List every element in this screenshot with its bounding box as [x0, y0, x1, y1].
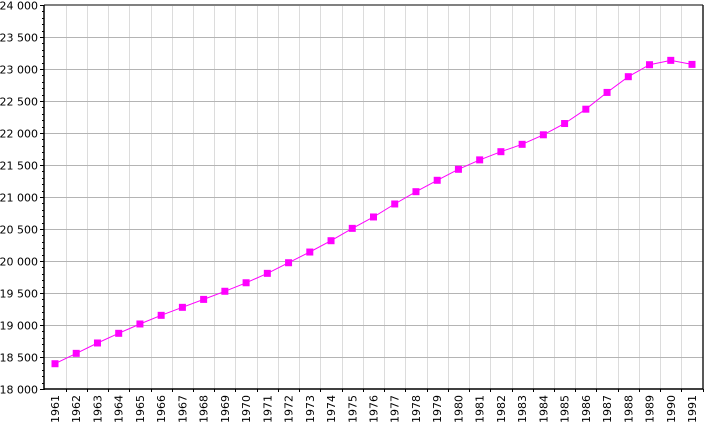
data-point-marker: [263, 269, 271, 277]
x-tick-label: 1991: [686, 395, 699, 423]
x-tick-label: 1962: [70, 395, 83, 423]
x-tick-label: 1964: [113, 395, 126, 423]
data-point-marker: [93, 339, 101, 347]
data-point-marker: [624, 73, 632, 81]
x-tick-label: 1986: [580, 395, 593, 423]
data-point-marker: [582, 105, 590, 113]
y-tick-label: 20 000: [0, 256, 38, 269]
y-tick-label: 20 500: [0, 224, 38, 237]
y-tick-label: 21 500: [0, 160, 38, 173]
y-tick-label: 23 000: [0, 64, 38, 77]
data-point-marker: [200, 295, 208, 303]
x-tick-label: 1982: [495, 395, 508, 423]
data-point-marker: [518, 140, 526, 148]
data-point-marker: [561, 120, 569, 128]
x-tick-label: 1966: [155, 395, 168, 423]
x-tick-label: 1973: [304, 395, 317, 423]
data-point-marker: [136, 320, 144, 328]
data-point-marker: [603, 88, 611, 96]
y-tick-label: 22 500: [0, 96, 38, 109]
x-tick-label: 1990: [665, 395, 678, 423]
data-point-marker: [433, 176, 441, 184]
x-tick-label: 1972: [283, 395, 296, 423]
y-axis-tick-labels: 18 000 18 500 19 000 19 500 20 000 20 500 21 0…: [0, 0, 38, 397]
data-point-marker: [412, 188, 420, 196]
x-tick-label: 1988: [622, 395, 635, 423]
y-tick-label: 22 000: [0, 128, 38, 141]
x-axis-tick-labels: 1961 1962 1963 1964 1965 1966 1967 1968 1969 1970…: [49, 395, 699, 423]
x-tick-label: 1963: [91, 395, 104, 423]
x-tick-label: 1979: [431, 395, 444, 423]
y-tick-label: 18 000: [0, 384, 38, 397]
y-tick-label: 19 500: [0, 288, 38, 301]
data-point-marker: [688, 60, 696, 68]
data-point-marker: [115, 329, 123, 337]
x-tick-label: 1971: [261, 395, 274, 423]
horizontal-gridlines: [44, 37, 703, 358]
x-tick-label: 1978: [410, 395, 423, 423]
data-point-marker: [497, 148, 505, 156]
y-tick-label: 23 500: [0, 32, 38, 45]
data-point-marker: [221, 287, 229, 295]
data-point-marker: [667, 56, 675, 64]
data-point-marker: [391, 200, 399, 208]
y-tick-label: 18 500: [0, 352, 38, 365]
data-point-marker: [72, 349, 80, 357]
y-tick-label: 24 000: [0, 0, 38, 13]
data-point-marker: [306, 248, 314, 256]
x-tick-label: 1970: [240, 395, 253, 423]
data-point-marker: [157, 311, 165, 319]
x-tick-label: 1969: [219, 395, 232, 423]
data-point-marker: [454, 165, 462, 173]
data-point-marker: [539, 131, 547, 139]
x-tick-label: 1977: [389, 395, 402, 423]
axes: [40, 4, 704, 392]
x-tick-label: 1961: [49, 395, 62, 423]
x-tick-label: 1984: [537, 395, 550, 423]
data-point-marker: [285, 259, 293, 267]
x-tick-label: 1976: [368, 395, 381, 423]
x-tick-label: 1981: [474, 395, 487, 423]
data-point-marker: [348, 224, 356, 232]
x-tick-label: 1968: [198, 395, 211, 423]
data-point-marker: [370, 213, 377, 221]
x-tick-label: 1983: [516, 395, 529, 423]
x-tick-label: 1967: [176, 395, 189, 423]
data-point-marker: [51, 360, 59, 368]
x-tick-label: 1985: [559, 395, 572, 423]
data-point-marker: [646, 61, 654, 69]
y-tick-label: 19 000: [0, 320, 38, 333]
x-tick-label: 1965: [134, 395, 147, 423]
x-tick-label: 1975: [346, 395, 359, 423]
x-tick-label: 1987: [601, 395, 614, 423]
data-point-marker: [178, 303, 186, 311]
y-tick-label: 21 000: [0, 192, 38, 205]
data-series: [51, 56, 696, 368]
x-tick-label: 1980: [452, 395, 465, 423]
data-point-marker: [242, 279, 250, 287]
x-tick-label: 1989: [644, 395, 657, 423]
x-tick-label: 1974: [325, 395, 338, 423]
data-point-marker: [327, 237, 335, 245]
data-point-marker: [476, 156, 484, 164]
